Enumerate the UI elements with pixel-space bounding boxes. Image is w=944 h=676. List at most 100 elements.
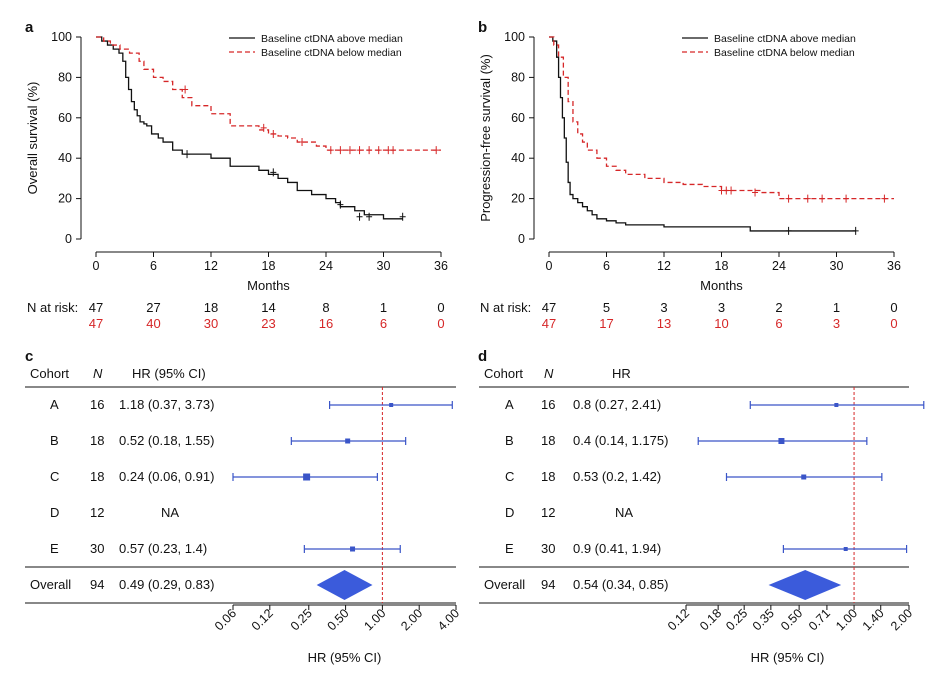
- hr-text: 0.9 (0.41, 1.94): [573, 541, 661, 556]
- censor-mark: [399, 212, 406, 221]
- censor-mark: [785, 194, 792, 203]
- y-axis-label: Progression-free survival (%): [478, 54, 493, 222]
- risk-count-below: 10: [714, 316, 728, 331]
- hr-point: [834, 403, 839, 407]
- x-tick-label: 6: [603, 259, 610, 273]
- header-cohort: Cohort: [30, 366, 69, 381]
- censor-mark: [390, 146, 397, 155]
- censor-mark: [375, 146, 382, 155]
- cohort-name: D: [50, 505, 59, 520]
- censor-mark: [182, 85, 189, 94]
- censor-mark: [299, 138, 306, 147]
- cohort-n: 12: [90, 505, 104, 520]
- cohort-n: 18: [541, 433, 555, 448]
- censor-mark: [327, 146, 334, 155]
- censor-mark: [728, 186, 735, 195]
- header-hr: HR: [612, 366, 631, 381]
- cohort-name: B: [505, 433, 514, 448]
- cohort-n: 30: [541, 541, 555, 556]
- x-tick-label: 4.00: [435, 606, 462, 633]
- censor-mark: [337, 200, 344, 209]
- hr-point: [778, 438, 785, 444]
- risk-count-below: 13: [657, 316, 671, 331]
- risk-count-above: 1: [380, 300, 387, 315]
- x-tick-label: 12: [204, 259, 218, 273]
- x-tick-label: 2.00: [888, 606, 915, 633]
- x-tick-label: 18: [715, 259, 729, 273]
- legend-entry: Baseline ctDNA below median: [714, 47, 855, 59]
- overall-diamond: [316, 570, 373, 600]
- overall-n: 94: [90, 577, 104, 592]
- x-tick-label: 0.18: [697, 606, 724, 633]
- legend-entry: Baseline ctDNA above median: [261, 33, 403, 45]
- y-tick-label: 60: [511, 111, 525, 125]
- censor-mark: [366, 146, 373, 155]
- header-n: N: [544, 366, 554, 381]
- cohort-name: C: [50, 469, 59, 484]
- y-axis-label: Overall survival (%): [25, 82, 40, 195]
- legend-entry: Baseline ctDNA above median: [714, 33, 856, 45]
- censor-mark: [366, 212, 373, 221]
- cohort-n: 18: [90, 433, 104, 448]
- hr-text: 0.53 (0.2, 1.42): [573, 469, 661, 484]
- x-tick-label: 0.25: [723, 606, 750, 633]
- risk-count-below: 6: [380, 316, 387, 331]
- overall-n: 94: [541, 577, 555, 592]
- hr-point: [389, 403, 394, 407]
- hr-point: [350, 546, 356, 552]
- header-cohort: Cohort: [484, 366, 523, 381]
- legend-entry: Baseline ctDNA below median: [261, 47, 402, 59]
- risk-count-below: 17: [599, 316, 613, 331]
- hr-text: NA: [615, 505, 633, 520]
- x-tick-label: 36: [434, 259, 448, 273]
- y-tick-label: 40: [58, 151, 72, 165]
- risk-count-above: 0: [890, 300, 897, 315]
- cohort-name: A: [505, 397, 514, 412]
- hr-point: [801, 474, 807, 480]
- cohort-name: C: [505, 469, 514, 484]
- cohort-name: E: [50, 541, 59, 556]
- x-tick-label: 0.06: [212, 606, 239, 633]
- x-axis-label: Months: [247, 278, 290, 293]
- risk-count-below: 47: [89, 316, 103, 331]
- risk-count-above: 0: [437, 300, 444, 315]
- cohort-n: 30: [90, 541, 104, 556]
- risk-count-above: 47: [542, 300, 556, 315]
- risk-count-above: 3: [718, 300, 725, 315]
- risk-count-below: 23: [261, 316, 275, 331]
- y-tick-label: 80: [58, 70, 72, 84]
- overall-label: Overall: [484, 577, 525, 592]
- x-tick-label: 36: [887, 259, 901, 273]
- censor-mark: [356, 146, 363, 155]
- x-tick-label: 1.00: [833, 606, 860, 633]
- x-tick-label: 0: [546, 259, 553, 273]
- censor-mark: [346, 146, 353, 155]
- hr-text: 0.8 (0.27, 2.41): [573, 397, 661, 412]
- panel-label-d: d: [478, 348, 487, 365]
- x-axis-label: Months: [700, 278, 743, 293]
- risk-count-above: 14: [261, 300, 275, 315]
- x-tick-label: 30: [377, 259, 391, 273]
- risk-table-label: N at risk:: [27, 300, 78, 315]
- censor-mark: [337, 146, 344, 155]
- cohort-name: E: [505, 541, 514, 556]
- cohort-n: 12: [541, 505, 555, 520]
- panel-label-b: b: [478, 19, 487, 36]
- x-tick-label: 0.35: [750, 606, 777, 633]
- cohort-name: D: [505, 505, 514, 520]
- x-tick-label: 0: [93, 259, 100, 273]
- risk-table-label: N at risk:: [480, 300, 531, 315]
- risk-count-below: 47: [542, 316, 556, 331]
- risk-count-above: 47: [89, 300, 103, 315]
- y-tick-label: 20: [58, 192, 72, 206]
- km-curve-below: [96, 36, 441, 151]
- x-tick-label: 30: [830, 259, 844, 273]
- km-curve-above: [96, 36, 403, 220]
- risk-count-below: 30: [204, 316, 218, 331]
- x-tick-label: 0.25: [288, 606, 315, 633]
- hr-point: [843, 547, 848, 551]
- hr-text: 0.57 (0.23, 1.4): [119, 541, 207, 556]
- y-tick-label: 20: [511, 192, 525, 206]
- risk-count-below: 0: [437, 316, 444, 331]
- risk-count-above: 5: [603, 300, 610, 315]
